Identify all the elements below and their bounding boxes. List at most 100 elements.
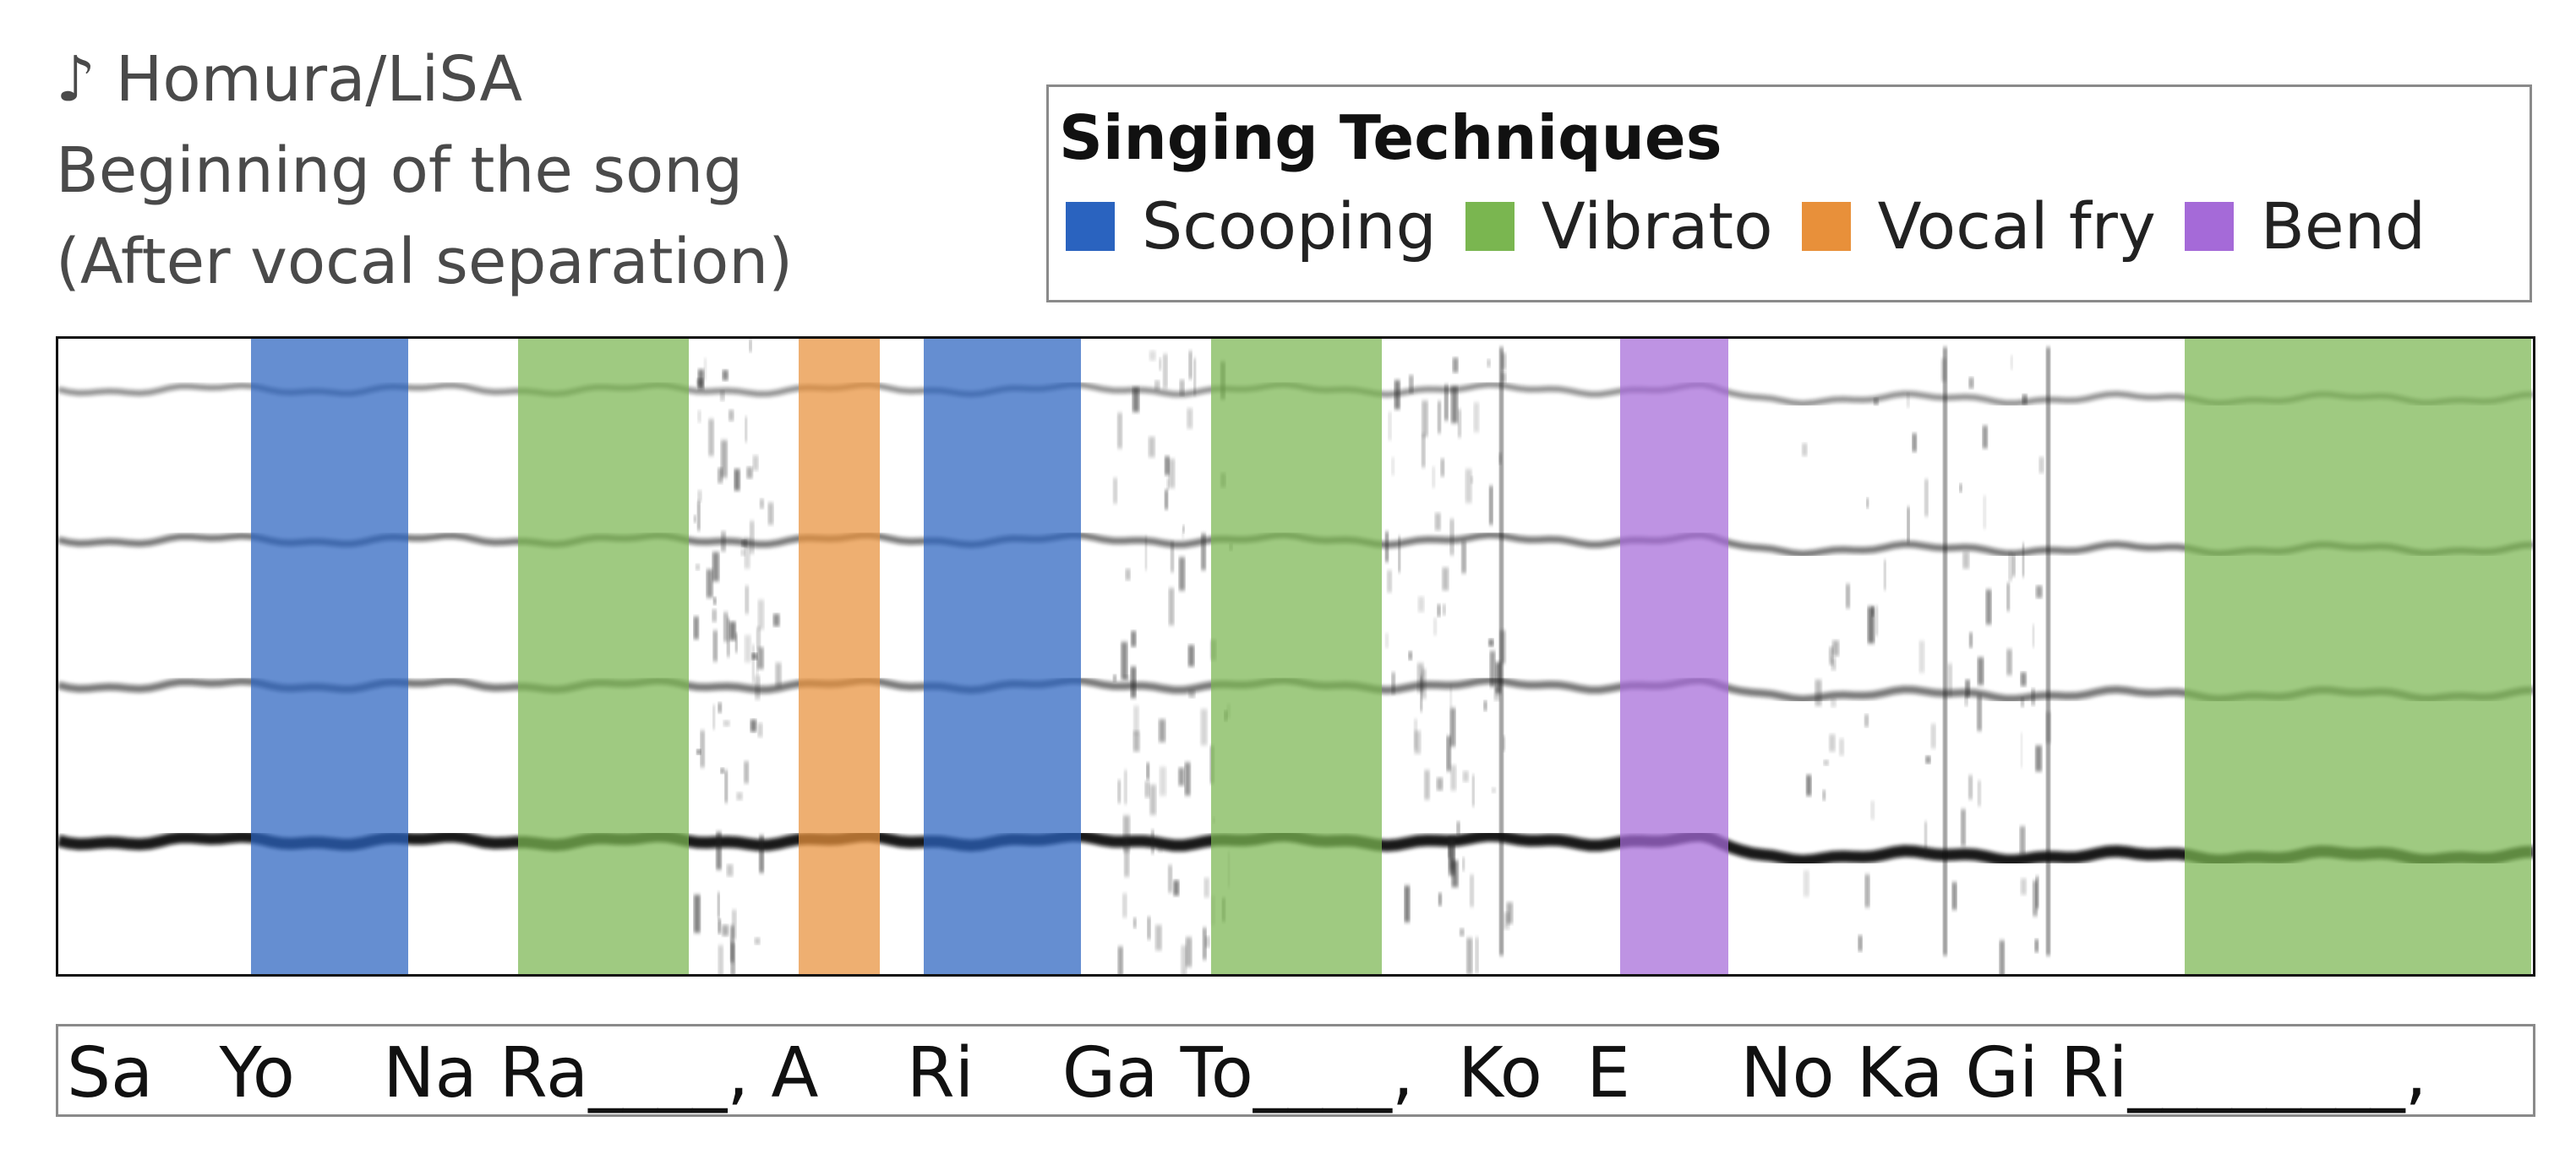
noise-mark xyxy=(713,597,716,605)
noise-mark xyxy=(1969,633,1973,648)
transient-line xyxy=(1499,347,1504,956)
noise-mark xyxy=(694,515,696,523)
noise-mark xyxy=(1437,778,1443,791)
noise-mark xyxy=(1133,732,1139,752)
noise-mark xyxy=(1385,531,1389,562)
noise-mark xyxy=(1948,664,1952,697)
noise-mark xyxy=(1132,388,1139,412)
noise-mark xyxy=(758,600,764,629)
noise-mark xyxy=(1149,351,1155,361)
legend-items: Scooping Vibrato Vocal fry Bend xyxy=(1066,188,2454,264)
noise-mark xyxy=(1865,874,1870,907)
noise-mark xyxy=(1121,642,1127,680)
noise-mark xyxy=(1484,700,1487,710)
noise-mark xyxy=(1405,885,1410,922)
noise-mark xyxy=(1978,695,1982,731)
noise-mark xyxy=(750,339,752,352)
noise-mark xyxy=(1804,870,1809,896)
noise-mark xyxy=(1452,861,1459,888)
noise-mark xyxy=(1489,639,1494,646)
legend-title: Singing Techniques xyxy=(1059,102,1722,173)
noise-mark xyxy=(694,895,701,933)
noise-mark xyxy=(729,410,734,421)
noise-mark xyxy=(707,569,713,598)
noise-mark xyxy=(1193,358,1196,395)
song-title: ♪ Homura/LiSA xyxy=(56,34,793,125)
noise-mark xyxy=(1414,719,1417,749)
noise-mark xyxy=(712,705,715,730)
noise-mark xyxy=(1387,570,1391,592)
noise-mark xyxy=(727,864,734,876)
noise-mark xyxy=(1442,568,1449,591)
noise-mark xyxy=(1969,378,1974,389)
noise-mark xyxy=(713,630,718,662)
noise-mark xyxy=(1124,848,1129,877)
noise-mark xyxy=(1145,781,1150,798)
noise-mark xyxy=(730,926,734,963)
noise-mark xyxy=(2021,732,2022,768)
noise-mark xyxy=(1864,715,1869,727)
spectrogram-plot xyxy=(58,339,2533,974)
noise-mark xyxy=(1984,496,1986,529)
noise-mark xyxy=(1504,736,1505,751)
noise-mark xyxy=(1389,412,1392,440)
noise-mark xyxy=(746,467,752,479)
vibrato-swatch xyxy=(1465,202,1514,251)
noise-mark xyxy=(1189,351,1192,379)
noise-mark xyxy=(1450,765,1456,791)
noise-mark xyxy=(1489,486,1493,525)
noise-mark xyxy=(1160,358,1162,371)
scooping-swatch xyxy=(1066,202,1115,251)
noise-mark xyxy=(1165,456,1170,475)
noise-mark xyxy=(1149,437,1155,457)
noise-mark xyxy=(1422,669,1427,699)
noise-mark xyxy=(721,531,726,552)
noise-mark xyxy=(1145,536,1147,570)
noise-mark xyxy=(1451,386,1458,423)
noise-mark xyxy=(1392,672,1395,694)
noise-mark xyxy=(1189,690,1196,698)
noise-mark xyxy=(1874,398,1878,405)
subtitle-beginning: Beginning of the song xyxy=(56,125,793,216)
noise-mark xyxy=(1831,698,1836,707)
noise-mark xyxy=(750,720,756,732)
noise-mark xyxy=(1806,775,1811,796)
noise-mark xyxy=(1131,667,1136,698)
noise-mark xyxy=(1907,507,1910,542)
noise-mark xyxy=(1961,809,1966,846)
noise-mark xyxy=(1832,640,1839,656)
noise-mark xyxy=(1433,618,1437,635)
noise-mark xyxy=(756,657,759,676)
noise-mark xyxy=(1492,787,1496,793)
legend-item-vibrato: Vibrato xyxy=(1465,188,1773,264)
noise-mark xyxy=(1438,401,1441,433)
noise-mark xyxy=(1858,935,1863,951)
noise-mark xyxy=(1453,357,1458,373)
noise-mark xyxy=(1924,479,1928,516)
noise-mark xyxy=(2007,583,2010,611)
noise-mark xyxy=(1124,770,1127,804)
noise-mark xyxy=(1180,380,1185,396)
noise-mark xyxy=(1385,634,1389,648)
segment-scooping xyxy=(924,339,1081,974)
noise-mark xyxy=(1163,354,1167,389)
noise-mark xyxy=(745,761,749,783)
noise-mark xyxy=(1960,483,1962,493)
legend-item-vocal-fry: Vocal fry xyxy=(1802,188,2156,264)
noise-mark xyxy=(1151,830,1154,854)
noise-mark xyxy=(1165,490,1168,509)
noise-mark xyxy=(1463,771,1469,782)
noise-mark xyxy=(698,490,702,502)
noise-mark xyxy=(750,521,754,554)
lyrics-text: Sa Yo Na Ra____, A Ri Ga To____, Ko E No… xyxy=(67,1033,2427,1114)
noise-mark xyxy=(745,586,749,614)
noise-mark xyxy=(2021,698,2024,707)
noise-mark xyxy=(712,553,719,582)
noise-mark xyxy=(773,614,780,627)
noise-mark xyxy=(2035,746,2042,772)
noise-mark xyxy=(718,703,723,713)
noise-mark xyxy=(734,469,740,491)
vocal-fry-swatch xyxy=(1802,202,1851,251)
noise-mark xyxy=(1201,533,1206,569)
noise-mark xyxy=(696,564,700,570)
